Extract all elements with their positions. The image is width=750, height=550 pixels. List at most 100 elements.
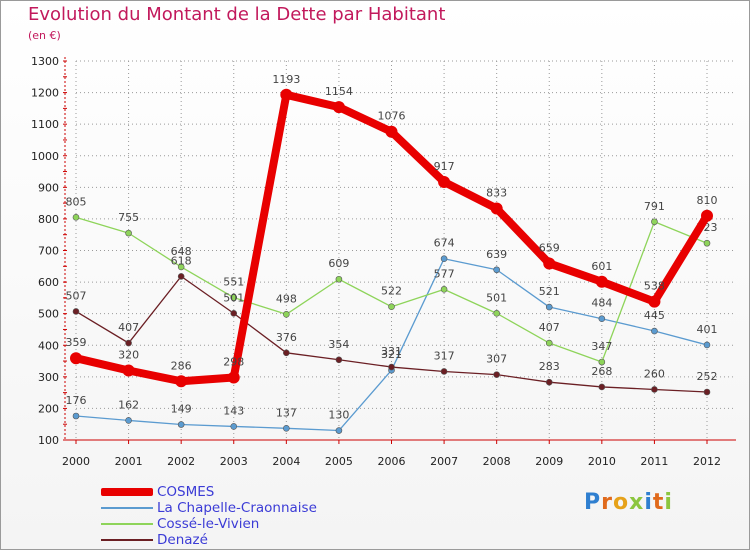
legend-label-la-chapelle-craonnaise: La Chapelle-Craonnaise [157, 500, 317, 516]
data-point-cosse-le-vivien [283, 310, 290, 318]
data-label-la-chapelle-craonnaise: 674 [434, 237, 455, 250]
legend-swatch-la-chapelle-craonnaise [101, 507, 153, 509]
data-point-denaze [545, 378, 553, 386]
data-label-cosse-le-vivien: 551 [223, 276, 244, 289]
data-label-cosmes: 538 [644, 280, 665, 293]
data-label-denaze: 252 [697, 370, 718, 383]
data-point-denaze [230, 310, 238, 317]
data-point-cosse-le-vivien [545, 339, 553, 347]
data-label-cosse-le-vivien: 648 [171, 245, 192, 258]
data-point-cosmes [701, 209, 713, 222]
data-label-denaze: 260 [644, 367, 665, 380]
data-point-cosmes [385, 125, 398, 138]
data-label-la-chapelle-craonnaise: 137 [276, 406, 297, 419]
data-label-la-chapelle-craonnaise: 445 [644, 309, 665, 322]
data-label-denaze: 283 [539, 360, 560, 373]
data-label-cosse-le-vivien: 522 [381, 285, 402, 298]
x-tick-label: 2008 [483, 455, 511, 468]
data-label-denaze: 507 [66, 289, 87, 302]
data-point-denaze [598, 383, 606, 391]
data-label-cosmes: 1154 [325, 85, 353, 98]
data-point-cosmes [280, 88, 293, 101]
y-tick-label: 900 [38, 181, 59, 194]
legend-swatch-cosmes [101, 488, 153, 496]
data-point-cosmes [175, 375, 188, 388]
legend-item-cosmes: COSMES [101, 484, 214, 500]
y-tick-label: 1100 [31, 118, 59, 131]
data-point-la-chapelle-craonnaise [598, 315, 606, 323]
data-point-la-chapelle-craonnaise [72, 412, 80, 420]
legend-item-denaze: Denazé [101, 532, 208, 548]
data-point-cosmes [227, 371, 240, 384]
data-point-denaze [703, 388, 711, 396]
data-point-la-chapelle-craonnaise [177, 421, 185, 428]
data-label-cosmes: 359 [66, 336, 87, 349]
data-label-cosse-le-vivien: 609 [328, 257, 349, 270]
data-label-denaze: 501 [223, 291, 244, 304]
legend-item-cosse-le-vivien: Cossé-le-Vivien [101, 516, 259, 532]
y-tick-label: 600 [38, 276, 59, 289]
data-point-la-chapelle-craonnaise [230, 423, 238, 430]
data-label-cosse-le-vivien: 407 [539, 321, 560, 334]
legend-label-cosmes: COSMES [157, 484, 215, 500]
y-tick-label: 1200 [31, 87, 59, 100]
data-label-denaze: 331 [381, 345, 402, 358]
data-label-la-chapelle-craonnaise: 484 [591, 297, 612, 310]
data-label-la-chapelle-craonnaise: 149 [171, 403, 192, 416]
data-point-cosse-le-vivien [651, 218, 658, 226]
data-label-cosse-le-vivien: 805 [66, 195, 87, 208]
data-point-denaze [72, 308, 80, 315]
data-point-denaze [651, 386, 658, 393]
data-label-cosmes: 1193 [272, 73, 300, 86]
data-label-cosse-le-vivien: 347 [591, 340, 612, 353]
data-point-la-chapelle-craonnaise [335, 427, 343, 434]
y-tick-label: 400 [38, 339, 59, 352]
data-label-cosmes: 601 [591, 260, 612, 273]
data-label-cosmes: 659 [539, 241, 560, 254]
data-point-cosse-le-vivien [72, 214, 80, 221]
data-point-cosse-le-vivien [230, 294, 238, 301]
data-point-cosmes [332, 101, 345, 114]
data-point-cosmes [438, 175, 451, 188]
data-label-la-chapelle-craonnaise: 321 [381, 348, 402, 361]
data-point-cosse-le-vivien [440, 286, 448, 293]
legend-item-la-chapelle-craonnaise: La Chapelle-Craonnaise [101, 500, 317, 516]
data-point-la-chapelle-craonnaise [125, 417, 132, 424]
data-point-la-chapelle-craonnaise [493, 266, 500, 274]
y-tick-label: 800 [38, 213, 59, 226]
data-point-cosse-le-vivien [598, 358, 606, 366]
data-label-cosse-le-vivien: 755 [118, 211, 139, 224]
data-point-denaze [283, 349, 290, 357]
data-label-la-chapelle-craonnaise: 521 [539, 285, 560, 298]
data-point-denaze [335, 356, 343, 364]
y-tick-label: 1300 [31, 55, 59, 68]
data-point-cosse-le-vivien [177, 263, 185, 271]
data-point-denaze [125, 339, 132, 347]
x-tick-label: 2002 [167, 455, 195, 468]
data-point-denaze [440, 368, 448, 375]
data-label-cosse-le-vivien: 498 [276, 292, 297, 305]
data-label-denaze: 307 [486, 353, 507, 366]
y-tick-label: 1000 [31, 150, 59, 163]
data-point-cosmes [122, 364, 135, 377]
unit-label: (en €) [28, 29, 61, 42]
data-label-denaze: 376 [276, 331, 297, 344]
data-label-denaze: 268 [591, 365, 612, 378]
data-label-cosse-le-vivien: 791 [644, 200, 665, 213]
x-tick-label: 2004 [272, 455, 300, 468]
data-label-la-chapelle-craonnaise: 639 [486, 248, 507, 261]
data-label-denaze: 407 [118, 321, 139, 334]
data-point-cosmes [595, 275, 608, 288]
y-tick-label: 700 [38, 245, 59, 258]
data-point-la-chapelle-craonnaise [651, 327, 658, 335]
data-label-cosmes: 298 [223, 355, 244, 368]
x-tick-label: 2010 [588, 455, 616, 468]
data-label-cosse-le-vivien: 577 [434, 267, 455, 280]
y-tick-label: 300 [38, 371, 59, 384]
y-tick-label: 200 [38, 402, 59, 415]
x-tick-label: 2009 [535, 455, 563, 468]
data-point-denaze [388, 363, 395, 371]
data-label-cosse-le-vivien: 501 [486, 291, 507, 304]
data-label-la-chapelle-craonnaise: 401 [697, 323, 718, 336]
data-label-cosmes: 917 [434, 160, 455, 173]
